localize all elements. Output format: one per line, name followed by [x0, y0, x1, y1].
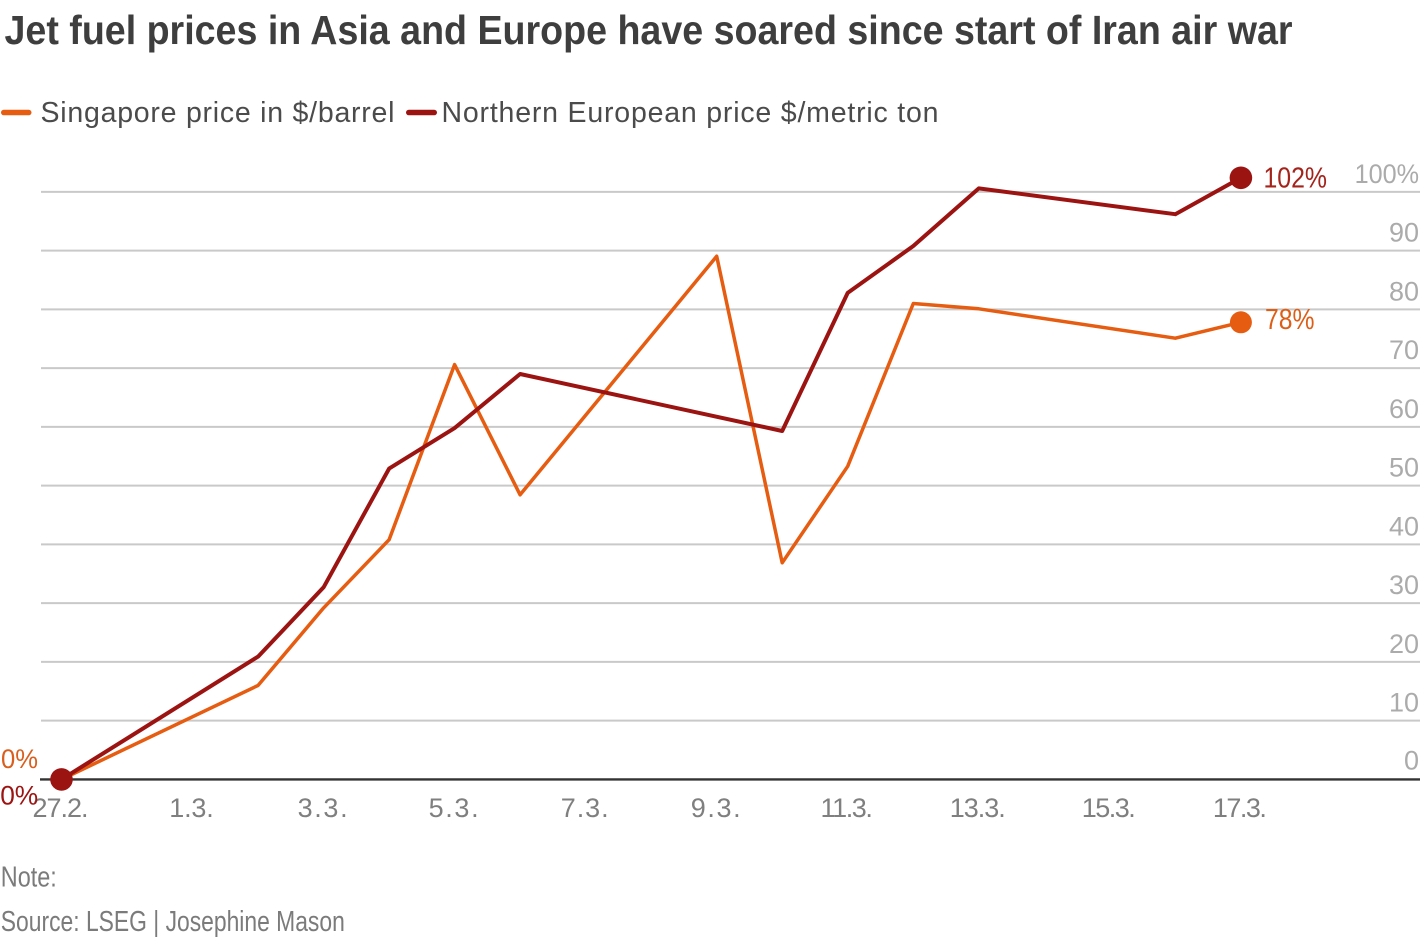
svg-text:100%: 100% [1355, 159, 1419, 189]
svg-text:Jet fuel prices in Asia and Eu: Jet fuel prices in Asia and Europe have … [5, 7, 1293, 53]
svg-text:20: 20 [1389, 629, 1419, 659]
svg-text:78%: 78% [1265, 304, 1315, 336]
svg-text:40: 40 [1389, 512, 1419, 542]
svg-text:70: 70 [1389, 335, 1419, 365]
svg-text:0%: 0% [0, 781, 38, 811]
svg-text:60: 60 [1389, 394, 1419, 424]
svg-text:11.3.: 11.3. [820, 793, 873, 823]
svg-text:50: 50 [1389, 453, 1419, 483]
svg-text:17.3.: 17.3. [1213, 793, 1267, 823]
svg-text:102%: 102% [1264, 162, 1328, 194]
svg-text:27.2.: 27.2. [33, 793, 89, 823]
svg-text:5.3.: 5.3. [429, 793, 479, 823]
svg-text:Singapore price in $/barrel: Singapore price in $/barrel [41, 97, 395, 129]
svg-text:Source: LSEG | Josephine Mason: Source: LSEG | Josephine Mason [1, 906, 345, 938]
svg-text:Note:: Note: [1, 862, 57, 894]
svg-text:0%: 0% [1, 744, 38, 774]
svg-text:10: 10 [1389, 688, 1419, 718]
svg-text:15.3.: 15.3. [1082, 793, 1136, 823]
svg-text:7.3.: 7.3. [561, 793, 609, 823]
svg-text:90: 90 [1389, 218, 1419, 248]
svg-text:9.3.: 9.3. [691, 793, 741, 823]
svg-text:Northern European price $/metr: Northern European price $/metric ton [442, 97, 939, 129]
svg-text:1.3.: 1.3. [169, 793, 214, 823]
svg-text:13.3.: 13.3. [950, 793, 1006, 823]
svg-text:80: 80 [1389, 277, 1419, 307]
svg-text:3.3.: 3.3. [298, 793, 348, 823]
svg-text:0: 0 [1404, 745, 1419, 775]
svg-text:30: 30 [1389, 570, 1419, 600]
